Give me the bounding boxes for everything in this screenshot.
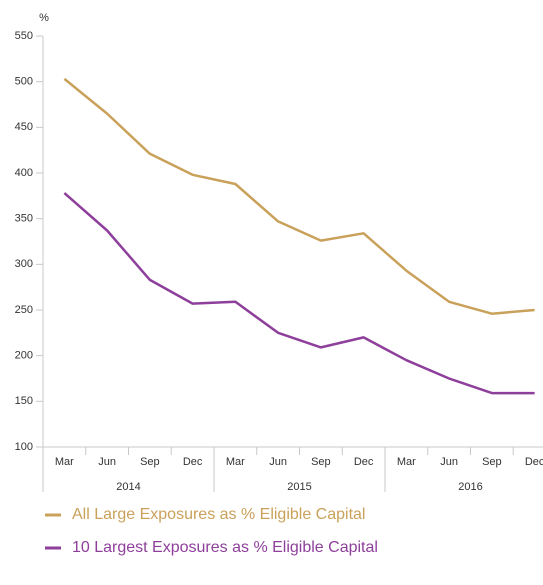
y-tick-label: 550 <box>15 30 33 42</box>
y-tick-label: 350 <box>15 213 33 225</box>
y-tick-label: 250 <box>15 304 33 316</box>
line-series <box>63 77 535 315</box>
y-tick-label: 200 <box>15 350 33 362</box>
y-tick-label: 450 <box>15 121 33 133</box>
legend-label: All Large Exposures as % Eligible Capita… <box>72 506 365 523</box>
y-tick-label: 300 <box>15 258 33 270</box>
y-axis-label: % <box>39 12 49 24</box>
legend-label: 10 Largest Exposures as % Eligible Capit… <box>72 539 378 556</box>
x-tick-label: Sep <box>482 456 502 468</box>
x-tick-label: Dec <box>354 456 374 468</box>
y-tick-label: 500 <box>15 76 33 88</box>
line-series <box>63 192 535 395</box>
year-label: 2016 <box>458 481 482 493</box>
year-label: 2014 <box>116 481 140 493</box>
x-tick-label: Jun <box>440 456 458 468</box>
y-tick-label: 400 <box>15 167 33 179</box>
y-tick-label: 100 <box>15 441 33 453</box>
x-tick-label: Jun <box>98 456 116 468</box>
x-tick-label: Sep <box>311 456 331 468</box>
x-tick-label: Mar <box>397 456 416 468</box>
x-tick-label: Mar <box>55 456 74 468</box>
x-tick-label: Dec <box>525 456 543 468</box>
x-tick-label: Jun <box>269 456 287 468</box>
y-tick-label: 150 <box>15 395 33 407</box>
x-tick-label: Dec <box>183 456 203 468</box>
x-tick-label: Mar <box>226 456 245 468</box>
x-tick-label: Sep <box>140 456 160 468</box>
year-label: 2015 <box>287 481 311 493</box>
